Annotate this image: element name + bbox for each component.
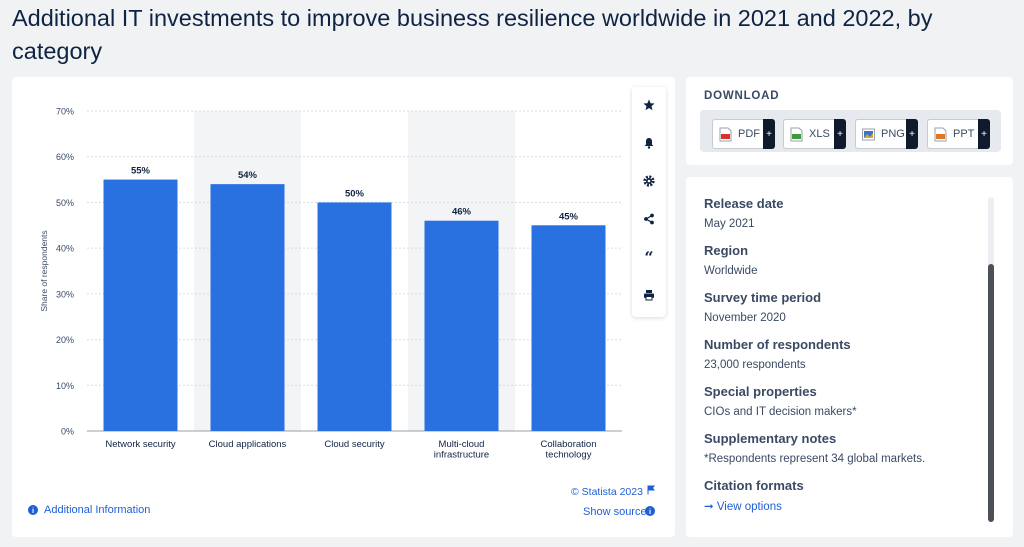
xls-label: XLS xyxy=(809,128,830,140)
x-tick-label-3: Multi-cloud xyxy=(439,439,485,450)
additional-information-label: Additional Information xyxy=(44,504,151,516)
x-tick-label-3: infrastructure xyxy=(434,450,489,461)
png-plus-icon[interactable]: + xyxy=(906,119,918,149)
special-properties-section: Special properties CIOs and IT decision … xyxy=(704,384,857,419)
supplementary-notes-value: *Respondents represent 34 global markets… xyxy=(704,453,926,465)
citation-quote-icon[interactable]: “ xyxy=(644,247,654,267)
respondents-value: 23,000 respondents xyxy=(704,359,806,371)
additional-information-link[interactable]: i Additional Information xyxy=(28,504,150,516)
y-tick-label: 0% xyxy=(61,427,74,437)
xls-file-icon xyxy=(790,127,803,141)
show-source-link[interactable]: Show source xyxy=(583,506,647,518)
flag-icon xyxy=(647,485,655,495)
bar-chart: 0% 10% 20% 30% 40% 50% 60% 70% Share of responde… xyxy=(39,107,622,461)
view-options-link[interactable]: ➞ View options xyxy=(704,499,804,513)
y-tick-label: 30% xyxy=(56,289,74,299)
arrow-right-icon: ➞ xyxy=(704,501,714,513)
statistic-details-panel: Release date May 2021 Region Worldwide S… xyxy=(686,177,1013,537)
x-tick-label-0: Network security xyxy=(105,439,175,450)
download-button-bar: PDF + XLS + PNG + PPT + xyxy=(700,110,1001,152)
scrollbar-thumb[interactable] xyxy=(988,264,994,522)
y-tick-label: 10% xyxy=(56,381,74,391)
x-tick-label-1: Cloud applications xyxy=(209,439,287,450)
download-panel: DOWNLOAD PDF + XLS + PNG + PPT + xyxy=(686,77,1013,165)
respondents-section: Number of respondents 23,000 respondents xyxy=(704,337,851,372)
pdf-plus-icon[interactable]: + xyxy=(763,119,775,149)
y-tick-label: 60% xyxy=(56,152,74,162)
x-tick-label-2: Cloud security xyxy=(324,439,384,450)
download-png-button[interactable]: PNG + xyxy=(855,119,918,149)
data-label-0: 55% xyxy=(131,166,151,177)
supplementary-notes-label: Supplementary notes xyxy=(704,431,837,446)
data-label-4: 45% xyxy=(559,211,579,222)
ppt-file-icon xyxy=(934,127,947,141)
pdf-file-icon xyxy=(719,127,732,141)
y-tick-label: 50% xyxy=(56,198,74,208)
data-label-1: 54% xyxy=(238,170,258,181)
ppt-plus-icon[interactable]: + xyxy=(978,119,990,149)
bar-1 xyxy=(210,184,285,431)
x-tick-label-4: Collaboration xyxy=(541,439,597,450)
y-axis-label: Share of respondents xyxy=(39,230,49,311)
citation-formats-section: Citation formats ➞ View options xyxy=(704,478,804,513)
survey-period-label: Survey time period xyxy=(704,290,822,305)
special-properties-label: Special properties xyxy=(704,384,817,399)
supplementary-notes-section: Supplementary notes *Respondents represe… xyxy=(704,431,925,466)
bar-3 xyxy=(424,220,499,431)
bar-0 xyxy=(103,179,178,431)
source-info-icon[interactable]: i xyxy=(645,506,655,516)
region-value: Worldwide xyxy=(704,265,758,277)
data-label-2: 50% xyxy=(345,188,365,199)
release-date-label: Release date xyxy=(704,196,784,211)
chart-toolbar: “ xyxy=(632,87,666,317)
chart-card: 0% 10% 20% 30% 40% 50% 60% 70% Share of responde… xyxy=(12,77,675,537)
citation-formats-label: Citation formats xyxy=(704,478,804,493)
xls-plus-icon[interactable]: + xyxy=(834,119,846,149)
png-label: PNG xyxy=(881,128,905,140)
release-date-value: May 2021 xyxy=(704,218,755,230)
release-date-section: Release date May 2021 xyxy=(704,196,784,231)
bar-4 xyxy=(531,225,606,431)
y-tick-label: 20% xyxy=(56,335,74,345)
download-pdf-button[interactable]: PDF + xyxy=(712,119,775,149)
survey-period-value: November 2020 xyxy=(704,312,786,324)
view-options-label: View options xyxy=(716,501,782,513)
share-icon[interactable] xyxy=(632,202,666,236)
page-title: Additional IT investments to improve bus… xyxy=(12,5,933,64)
notification-bell-icon[interactable] xyxy=(632,126,666,160)
region-label: Region xyxy=(704,243,749,258)
png-file-icon xyxy=(862,128,875,140)
x-tick-label-4: technology xyxy=(546,450,592,461)
y-tick-label: 70% xyxy=(56,107,74,117)
download-ppt-button[interactable]: PPT + xyxy=(927,119,990,149)
download-xls-button[interactable]: XLS + xyxy=(783,119,846,149)
bar-2 xyxy=(317,202,392,431)
region-section: Region Worldwide xyxy=(704,243,757,278)
special-properties-value: CIOs and IT decision makers* xyxy=(704,406,857,418)
favorite-star-icon[interactable] xyxy=(632,88,666,122)
y-tick-label: 40% xyxy=(56,244,74,254)
data-label-3: 46% xyxy=(452,207,472,218)
respondents-label: Number of respondents xyxy=(704,337,851,352)
print-icon[interactable] xyxy=(632,278,666,312)
pdf-label: PDF xyxy=(738,128,760,140)
info-icon: i xyxy=(28,505,38,515)
settings-gear-icon[interactable] xyxy=(632,164,666,198)
statista-copyright[interactable]: © Statista 2023 xyxy=(571,486,643,498)
download-title: DOWNLOAD xyxy=(704,90,780,102)
survey-period-section: Survey time period November 2020 xyxy=(704,290,821,325)
ppt-label: PPT xyxy=(953,128,975,140)
